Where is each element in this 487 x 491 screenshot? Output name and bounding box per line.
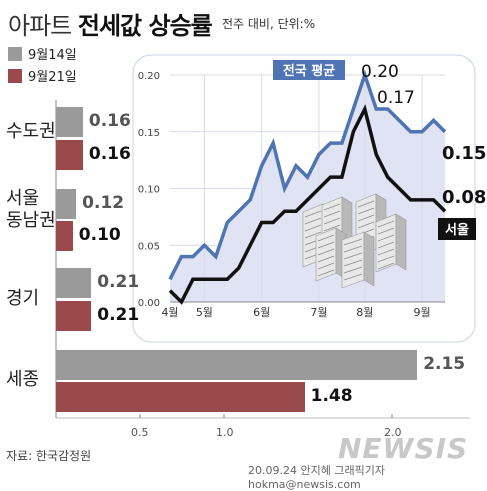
x-tick-label: 0.5	[131, 426, 149, 439]
bar-value-label: 1.48	[310, 386, 353, 406]
legend-label-sep21: 9월21일	[28, 70, 77, 85]
y-tick-label: 0.10	[138, 185, 160, 196]
chart-title: 아파트 전세값 상승률	[8, 6, 213, 41]
building-windows	[377, 248, 395, 256]
bar-sep14	[56, 189, 77, 219]
building-windows	[343, 266, 363, 274]
x-month-label: 8월	[356, 306, 373, 319]
bar-sep14	[56, 350, 418, 380]
building-windows	[357, 200, 375, 208]
building-windows	[357, 207, 375, 215]
building-windows	[377, 220, 395, 228]
title-part1: 아파트	[8, 12, 72, 40]
building-windows	[317, 248, 335, 256]
x-month-label: 5월	[196, 306, 213, 319]
building-windows	[377, 255, 395, 263]
credit-line: 20.09.24 안지혜 그래픽기자 hokma@newsis.com	[248, 464, 385, 491]
building-windows	[377, 241, 395, 249]
building-windows	[377, 262, 395, 270]
value-annotation: 0.17	[377, 88, 415, 108]
building-windows	[317, 262, 335, 270]
bar-value-label: 0.16	[88, 111, 131, 131]
bar-value-label: 0.21	[97, 305, 140, 325]
legend-item-sep21: 9월21일	[8, 66, 77, 85]
category-label-line2: 동남권	[6, 210, 56, 231]
category-label-capital: 수도권	[6, 121, 56, 142]
x-tick-label: 2.0	[384, 426, 402, 439]
bar-value-label: 0.21	[97, 272, 140, 292]
y-tick-label: 0.15	[138, 128, 160, 139]
x-month-label: 4월	[161, 306, 178, 319]
value-annotation: 0.08	[442, 187, 486, 208]
bar-value-label: 2.15	[423, 354, 466, 374]
building-windows	[304, 231, 322, 239]
legend-item-sep14: 9월14일	[8, 44, 77, 63]
x-month-label: 6월	[253, 306, 270, 319]
bar-sep21	[56, 382, 305, 412]
building-windows	[317, 241, 335, 249]
y-tick-label: 0.20	[138, 71, 160, 82]
x-month-label: 7월	[310, 306, 327, 319]
bar-value-label: 0.10	[78, 225, 121, 245]
building-windows	[343, 252, 363, 260]
building-side	[363, 231, 375, 287]
building-windows	[304, 224, 322, 232]
building-windows	[317, 234, 335, 242]
legend-swatch-sep21	[8, 68, 22, 83]
category-label-line1: 서울	[6, 188, 40, 209]
y-tick-label: 0.00	[138, 298, 160, 309]
building-windows	[343, 273, 363, 281]
bar-value-label: 0.16	[88, 144, 131, 164]
x-tick-label: 1.0	[216, 426, 234, 439]
bar-sep14	[56, 268, 92, 298]
value-annotation: 0.15	[442, 143, 486, 164]
bar-sep21	[56, 301, 92, 331]
building-side	[395, 213, 407, 271]
line-seoul	[168, 104, 447, 305]
y-tick-label: 0.05	[138, 241, 160, 252]
bar-sep21	[56, 140, 83, 170]
legend-label-sep14: 9월14일	[28, 48, 77, 63]
series-label-national-average: 전국 평균	[283, 63, 335, 79]
building-windows	[343, 259, 363, 267]
building-windows	[317, 269, 335, 277]
line-national-average	[168, 69, 447, 281]
building-windows	[357, 221, 375, 229]
building-windows	[323, 210, 341, 218]
bar-value-label: 0.12	[82, 193, 125, 213]
title-part2: 전세값 상승률	[77, 12, 213, 40]
building-windows	[323, 224, 341, 232]
building-windows	[304, 217, 322, 225]
building-windows	[304, 210, 322, 218]
building-windows	[377, 227, 395, 235]
newsis-logo: NEWSIS	[338, 432, 469, 465]
building-windows	[377, 234, 395, 242]
building-windows	[357, 214, 375, 222]
building-windows	[323, 217, 341, 225]
building-windows	[343, 238, 363, 246]
value-annotation: 0.20	[361, 62, 399, 82]
category-label-seoul-southeast: 서울 동남권	[6, 188, 56, 232]
building-windows	[323, 203, 341, 211]
source-note: 자료: 한국감정원	[6, 449, 92, 463]
category-label-sejong: 세종	[6, 369, 40, 390]
x-month-label: 9월	[414, 306, 431, 319]
bar-sep21	[56, 221, 73, 251]
label-box-seoul	[438, 218, 476, 240]
chart-subtitle: 전주 대비, 단위:%	[222, 17, 316, 31]
infographic: 아파트 전세값 상승률 전주 대비, 단위:% 9월14일 9월21일 0.00…	[6, 6, 487, 491]
bar-sep14	[56, 107, 83, 137]
building-windows	[317, 255, 335, 263]
series-label-seoul: 서울	[445, 222, 469, 238]
category-label-gyeonggi: 경기	[6, 288, 40, 309]
building-windows	[343, 245, 363, 253]
legend-swatch-sep14	[8, 46, 22, 61]
label-box-national-average	[273, 60, 345, 80]
